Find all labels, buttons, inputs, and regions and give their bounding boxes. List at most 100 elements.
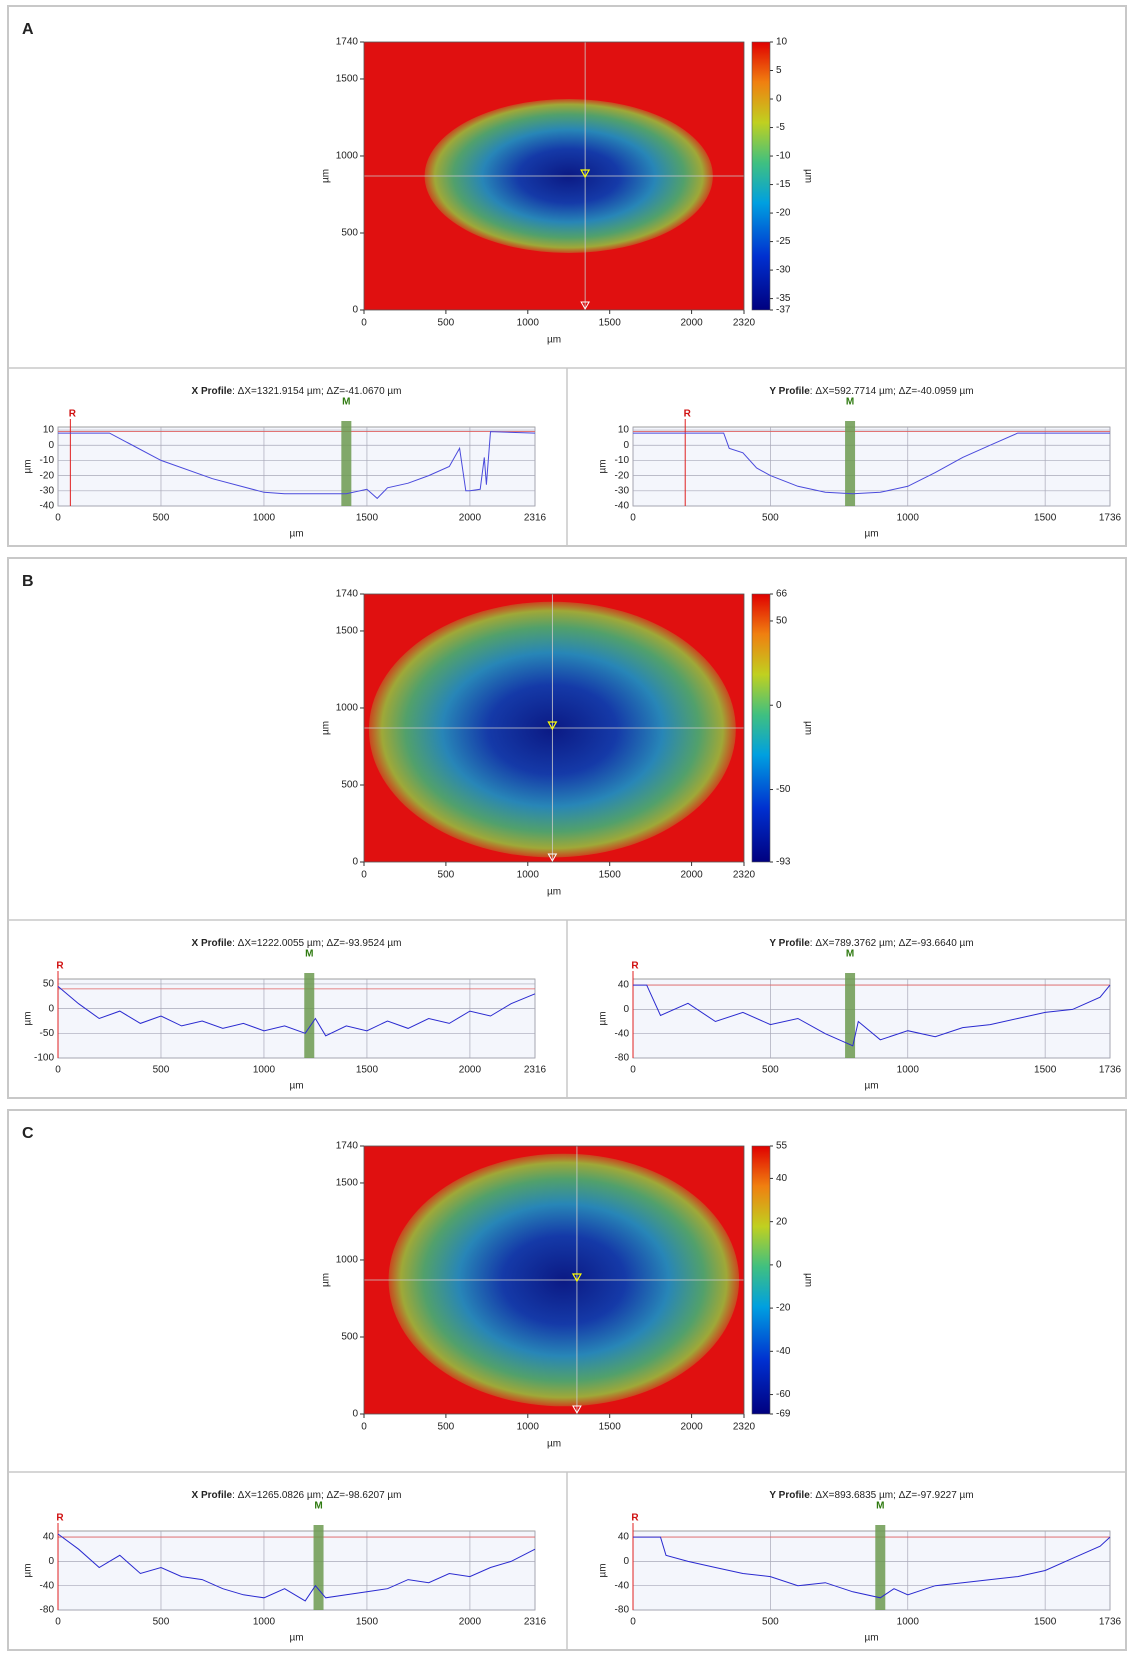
colorbar-label: µm <box>802 169 813 183</box>
colorbar-tick-label: -30 <box>776 265 791 276</box>
cursor-marker <box>580 169 591 179</box>
y-tick-label: 10 <box>43 425 55 436</box>
x-tick-label: 1000 <box>253 1065 276 1076</box>
r-label: R <box>631 961 639 972</box>
y-axis-label: µm <box>321 169 332 183</box>
r-label: R <box>56 961 64 972</box>
y-tick-label: -40 <box>615 1028 630 1039</box>
y-tick-label: 0 <box>352 305 358 316</box>
colorbar-tick-label: 40 <box>776 1173 788 1184</box>
y-axis-label: µm <box>598 459 609 473</box>
x-axis-label: µm <box>864 1633 878 1644</box>
y-axis-label: µm <box>321 721 332 735</box>
colorbar-tick-label: -93 <box>776 857 791 868</box>
x-tick-label: 0 <box>55 513 61 524</box>
colorbar-tick-label: 50 <box>776 616 788 627</box>
x-tick-label: 1500 <box>599 1422 622 1433</box>
x-tick-label: 2000 <box>459 1617 482 1628</box>
m-label: M <box>846 949 854 960</box>
map-frame <box>363 1145 745 1415</box>
y-tick-label: 0 <box>48 440 54 451</box>
x-tick-label: 1000 <box>253 1617 276 1628</box>
cursor-marker <box>572 1405 582 1415</box>
r-label: R <box>56 1513 64 1524</box>
m-cursor <box>875 1525 886 1610</box>
y-tick-label: -10 <box>40 455 55 466</box>
x-tick-label: 0 <box>361 318 367 329</box>
profile-title-name: X Profile <box>192 938 233 949</box>
x-tick-label: 500 <box>762 1617 779 1628</box>
x-tick-label: 1500 <box>1034 513 1057 524</box>
profile-line <box>57 986 536 1037</box>
plot-area <box>57 1530 536 1611</box>
profile-title: Y Profile: ΔX=893.6835 µm; ΔZ=-97.9227 µ… <box>769 1490 973 1501</box>
y-tick-label: 1500 <box>336 1178 359 1189</box>
x-tick-label: 2000 <box>680 870 703 881</box>
plot-area <box>57 978 536 1059</box>
x-axis-label: µm <box>864 1081 878 1092</box>
profile-title-name: Y Profile <box>769 386 810 397</box>
y-tick-label: -80 <box>40 1605 55 1616</box>
plot-area <box>632 426 1111 507</box>
plot-area <box>632 978 1111 1059</box>
m-label: M <box>314 1501 322 1512</box>
colorbar-tick-label: 0 <box>776 1260 782 1271</box>
y-tick-label: 0 <box>352 857 358 868</box>
profile-stats: : ΔX=789.3762 µm; ΔZ=-93.6640 µm <box>810 938 974 949</box>
y-axis-label: µm <box>598 1563 609 1577</box>
profile-title: Y Profile: ΔX=789.3762 µm; ΔZ=-93.6640 µ… <box>769 938 973 949</box>
y-tick-label: 1000 <box>336 1255 359 1266</box>
x-axis-label: µm <box>289 1633 303 1644</box>
colorbar-tick-label: -60 <box>776 1389 791 1400</box>
panel: A0 500 1000 1500 2000 23200500100015001740µmµ… <box>7 5 1127 547</box>
x-tick-label: 2000 <box>459 513 482 524</box>
x-tick-label: 0 <box>361 1422 367 1433</box>
r-label: R <box>684 409 692 420</box>
y-tick-label: 50 <box>43 979 55 990</box>
m-label: M <box>876 1501 884 1512</box>
x-tick-label: 2320 <box>733 318 756 329</box>
x-tick-label: 500 <box>438 1422 455 1433</box>
x-tick-label: 0 <box>55 1065 61 1076</box>
y-tick-label: 10 <box>618 425 630 436</box>
x-axis-label: µm <box>547 887 561 898</box>
y-tick-label: 500 <box>341 780 358 791</box>
y-tick-label: -20 <box>615 470 630 481</box>
x-tick-label: 2000 <box>680 318 703 329</box>
x-tick-label: 1000 <box>897 1617 920 1628</box>
y-tick-label: 40 <box>43 1532 55 1543</box>
y-tick-label: 1000 <box>336 151 359 162</box>
y-tick-label: -40 <box>615 1580 630 1591</box>
y-tick-label: -20 <box>40 470 55 481</box>
y-axis-label: µm <box>23 1011 34 1025</box>
y-tick-label: 0 <box>623 440 629 451</box>
cursor-marker <box>547 721 558 731</box>
x-tick-label: 1500 <box>1034 1065 1057 1076</box>
x-tick-label: 1736 <box>1099 1065 1122 1076</box>
colorbar-tick-label: -35 <box>776 293 791 304</box>
profile-stats: : ΔX=1321.9154 µm; ΔZ=-41.0670 µm <box>232 386 401 397</box>
colorbar-tick-label: -40 <box>776 1346 791 1357</box>
y-tick-label: -80 <box>615 1053 630 1064</box>
panel: C0 500 1000 1500 2000 23200500100015001740µmµ… <box>7 1109 1127 1651</box>
x-tick-label: 1500 <box>599 318 622 329</box>
x-tick-label: 1500 <box>356 1065 379 1076</box>
profile-stats: : ΔX=1222.0055 µm; ΔZ=-93.9524 µm <box>232 938 401 949</box>
x-tick-label: 1000 <box>517 870 540 881</box>
y-axis-label: µm <box>321 1273 332 1287</box>
y-tick-label: -40 <box>40 501 55 512</box>
x-tick-label: 1000 <box>897 513 920 524</box>
y-tick-label: 0 <box>48 1003 54 1014</box>
colorbar-tick-label: 55 <box>776 1141 788 1152</box>
x-tick-label: 0 <box>361 870 367 881</box>
colorbar-tick-label: -69 <box>776 1409 791 1420</box>
y-tick-label: 1500 <box>336 74 359 85</box>
colorbar <box>751 1145 771 1415</box>
m-cursor <box>313 1525 324 1610</box>
m-cursor <box>845 421 856 506</box>
colorbar-label: µm <box>802 721 813 735</box>
x-tick-label: 1000 <box>253 513 276 524</box>
panel-label: B <box>22 573 34 590</box>
colorbar <box>751 41 771 311</box>
